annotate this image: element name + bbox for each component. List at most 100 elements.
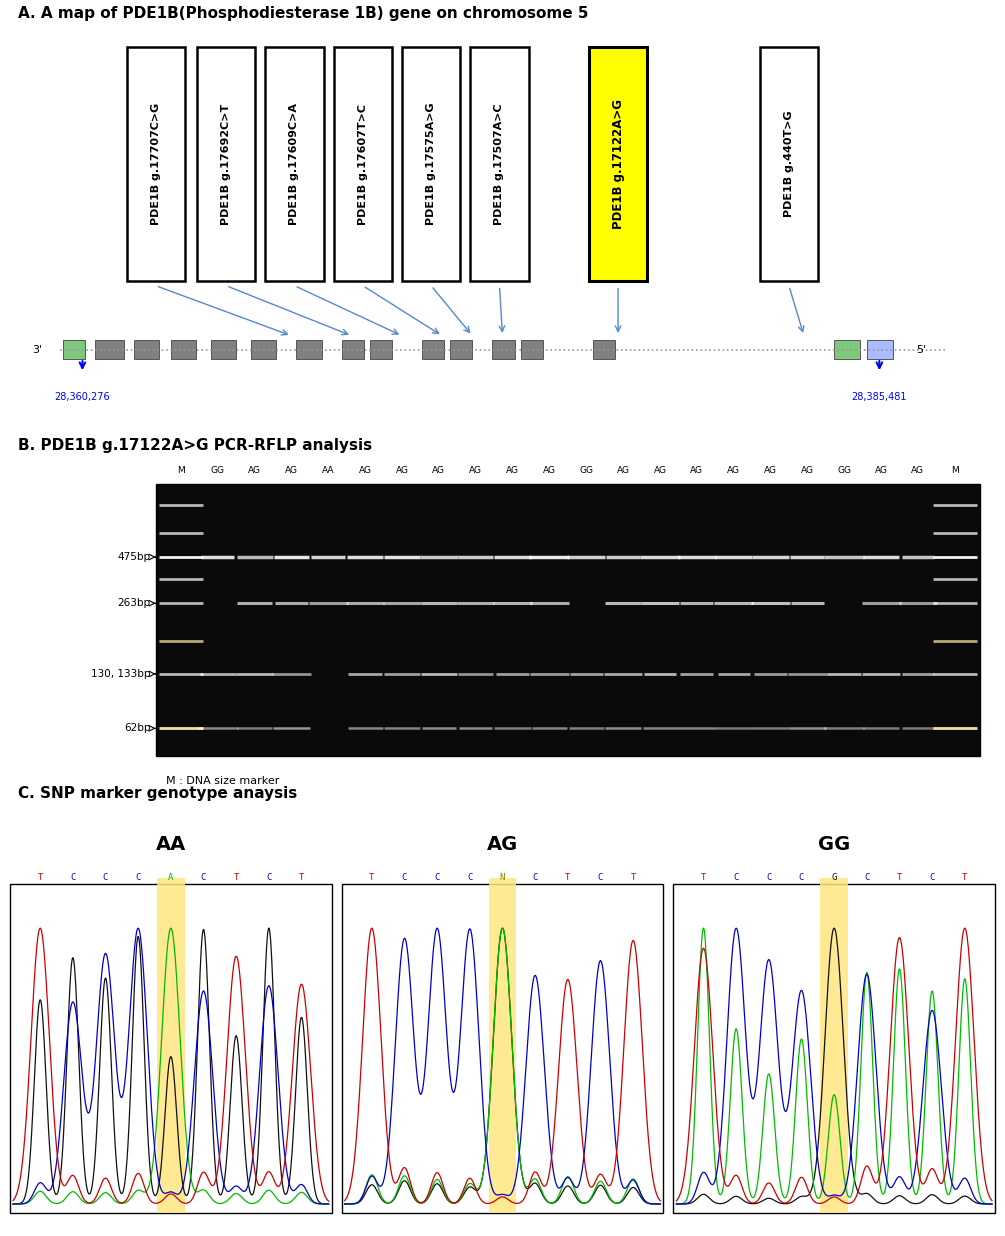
- Bar: [673, 884, 995, 1214]
- Text: C: C: [70, 873, 75, 881]
- Text: C: C: [103, 873, 109, 881]
- Text: AG: AG: [507, 466, 519, 475]
- Text: C: C: [766, 873, 772, 881]
- Bar: [342, 340, 364, 360]
- Text: N: N: [499, 873, 506, 881]
- Text: AG: AG: [617, 466, 629, 475]
- Bar: [265, 47, 324, 282]
- Bar: [470, 47, 529, 282]
- Text: T: T: [37, 873, 43, 881]
- Text: C: C: [598, 873, 603, 881]
- Text: M : DNA size marker: M : DNA size marker: [166, 776, 279, 786]
- Bar: [95, 340, 124, 360]
- Bar: [296, 340, 322, 360]
- Text: C: C: [533, 873, 538, 881]
- Text: GG: GG: [837, 466, 851, 475]
- Text: AG: AG: [248, 466, 261, 475]
- Text: 3': 3': [32, 345, 42, 355]
- Text: AG: AG: [285, 466, 297, 475]
- Text: GG: GG: [818, 836, 850, 854]
- Text: AA: AA: [156, 836, 186, 854]
- Bar: [760, 47, 818, 282]
- Text: T: T: [233, 873, 239, 881]
- Bar: [156, 483, 980, 755]
- Text: AG: AG: [543, 466, 556, 475]
- Text: C: C: [799, 873, 804, 881]
- Bar: [197, 47, 255, 282]
- Text: PDE1B g.440T>G: PDE1B g.440T>G: [784, 111, 794, 218]
- Text: AG: AG: [396, 466, 408, 475]
- Text: C: C: [402, 873, 407, 881]
- Text: 28,385,481: 28,385,481: [851, 392, 908, 402]
- Bar: [521, 340, 543, 360]
- Bar: [127, 47, 185, 282]
- Text: AG: AG: [486, 836, 519, 854]
- Text: 263bp: 263bp: [118, 598, 151, 608]
- Text: T: T: [298, 873, 305, 881]
- Text: C: C: [201, 873, 206, 881]
- Text: AG: AG: [653, 466, 666, 475]
- Text: 475bp: 475bp: [118, 552, 151, 562]
- Bar: [834, 340, 860, 360]
- Text: AG: AG: [728, 466, 740, 475]
- Text: B. PDE1B g.17122A>G PCR-RFLP analysis: B. PDE1B g.17122A>G PCR-RFLP analysis: [18, 438, 372, 452]
- Text: PDE1B g.17609C>A: PDE1B g.17609C>A: [289, 103, 299, 225]
- Text: C: C: [864, 873, 869, 881]
- Bar: [867, 340, 893, 360]
- Bar: [488, 879, 517, 1214]
- Text: T: T: [700, 873, 707, 881]
- Text: T: T: [630, 873, 636, 881]
- Bar: [589, 47, 647, 282]
- Text: C: C: [434, 873, 440, 881]
- Text: AG: AG: [432, 466, 445, 475]
- Text: 130, 133bp: 130, 133bp: [91, 669, 151, 679]
- Text: AG: AG: [912, 466, 925, 475]
- Bar: [251, 340, 276, 360]
- Text: A: A: [168, 873, 174, 881]
- Text: GG: GG: [579, 466, 593, 475]
- Text: A. A map of PDE1B(Phosphodiesterase 1B) gene on chromosome 5: A. A map of PDE1B(Phosphodiesterase 1B) …: [18, 6, 589, 21]
- Text: C: C: [734, 873, 739, 881]
- Text: 28,360,276: 28,360,276: [54, 392, 111, 402]
- Text: PDE1B g.17707C>G: PDE1B g.17707C>G: [151, 103, 161, 225]
- Bar: [157, 879, 185, 1214]
- Bar: [492, 340, 515, 360]
- Text: PDE1B g.17607T>C: PDE1B g.17607T>C: [358, 104, 368, 225]
- Text: C: C: [930, 873, 935, 881]
- Text: AG: AG: [690, 466, 704, 475]
- Bar: [342, 884, 663, 1214]
- Text: T: T: [369, 873, 375, 881]
- Bar: [820, 879, 848, 1214]
- Text: PDE1B g.17575A>G: PDE1B g.17575A>G: [426, 103, 436, 225]
- Text: PDE1B g.17122A>G: PDE1B g.17122A>G: [612, 99, 624, 229]
- Text: T: T: [962, 873, 968, 881]
- Text: G: G: [831, 873, 837, 881]
- Text: PDE1B g.17507A>C: PDE1B g.17507A>C: [494, 104, 505, 225]
- Text: C: C: [136, 873, 141, 881]
- Bar: [334, 47, 392, 282]
- Text: T: T: [896, 873, 902, 881]
- Text: AG: AG: [469, 466, 482, 475]
- Text: C. SNP marker genotype anaysis: C. SNP marker genotype anaysis: [18, 786, 297, 801]
- Text: M: M: [951, 466, 959, 475]
- Bar: [370, 340, 392, 360]
- Text: 62bp: 62bp: [125, 723, 151, 733]
- Text: AA: AA: [322, 466, 335, 475]
- Bar: [63, 340, 85, 360]
- Text: C: C: [266, 873, 271, 881]
- Bar: [422, 340, 444, 360]
- Bar: [171, 340, 196, 360]
- Bar: [450, 340, 472, 360]
- Text: AG: AG: [874, 466, 887, 475]
- Bar: [402, 47, 460, 282]
- Text: T: T: [565, 873, 571, 881]
- Text: GG: GG: [211, 466, 225, 475]
- Bar: [134, 340, 159, 360]
- Text: AG: AG: [801, 466, 814, 475]
- Text: AG: AG: [359, 466, 372, 475]
- Text: PDE1B g.17692C>T: PDE1B g.17692C>T: [221, 104, 231, 225]
- Text: M: M: [177, 466, 185, 475]
- Bar: [10, 884, 332, 1214]
- Text: C: C: [467, 873, 472, 881]
- Text: 5': 5': [917, 345, 927, 355]
